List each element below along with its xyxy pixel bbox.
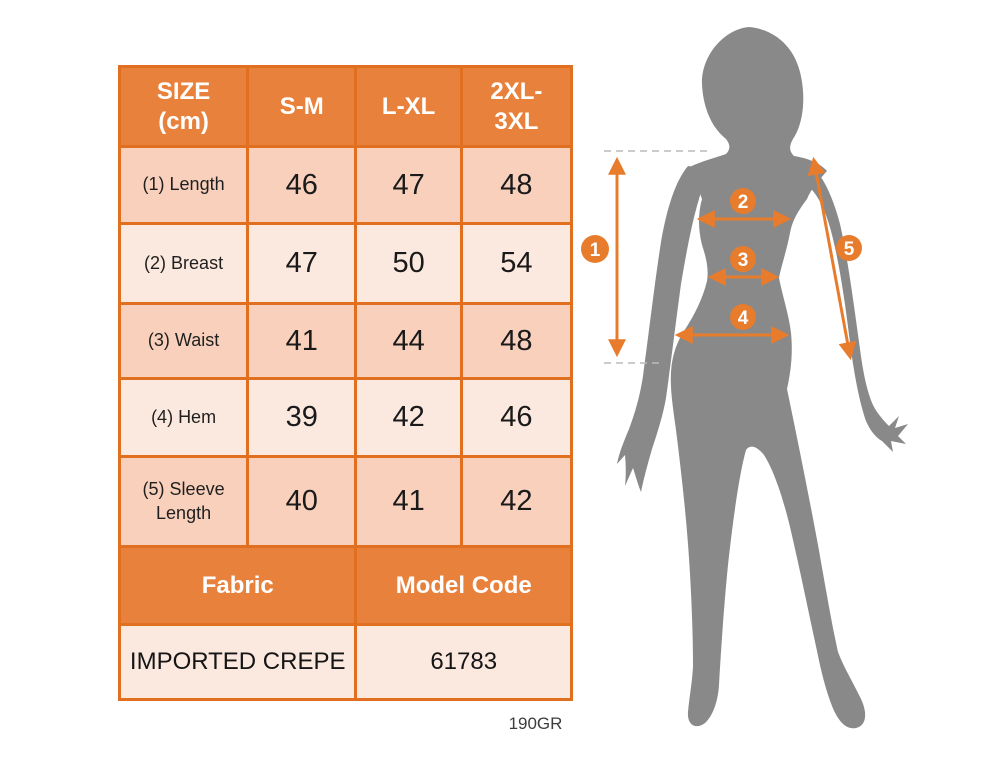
marker-2-circle [730,188,756,214]
sleeve-arrow [807,156,857,361]
value-breast-sm: 47 [249,225,355,302]
fabric-header: Fabric [121,548,355,623]
value-hem-2xl3xl: 46 [462,380,570,455]
value-waist-2xl3xl: 48 [462,305,570,377]
value-hem-lxl: 42 [357,380,460,455]
value-sleeve-lxl: 41 [357,458,460,545]
model-code-header: Model Code [357,548,570,623]
marker-3-circle [730,246,756,272]
marker-5-circle [836,235,862,261]
marker-2-number: 2 [738,192,749,213]
size-table-header-2xl3xl: 2XL-3XL [462,68,570,145]
marker-3: 3 [730,246,756,272]
value-sleeve-sm: 40 [249,458,355,545]
value-length-lxl: 47 [357,148,460,222]
marker-3-number: 3 [738,250,749,271]
marker-1-number: 1 [590,240,601,261]
size-table: SIZE (cm) S-M L-XL 2XL-3XL (1) Length 46… [118,65,573,701]
body-silhouette [670,27,866,729]
weight-footnote: 190GR [508,714,563,733]
marker-5: 5 [836,235,862,261]
right-arm-silhouette [802,161,908,452]
row-label-sleeve-length: (5) Sleeve Length [121,458,247,545]
row-label-length: (1) Length [121,148,247,222]
value-hem-sm: 39 [249,380,355,455]
marker-5-number: 5 [844,239,855,260]
left-arm-silhouette [617,166,702,492]
marker-1: 1 [581,235,609,263]
value-breast-lxl: 50 [357,225,460,302]
marker-1-circle [581,235,609,263]
value-length-2xl3xl: 48 [462,148,570,222]
marker-4-number: 4 [738,308,749,329]
marker-4: 4 [730,304,756,330]
value-sleeve-2xl3xl: 42 [462,458,570,545]
row-label-hem: (4) Hem [121,380,247,455]
value-length-sm: 46 [249,148,355,222]
model-code-value: 61783 [357,626,570,698]
value-waist-sm: 41 [249,305,355,377]
marker-4-circle [730,304,756,330]
marker-2: 2 [730,188,756,214]
value-waist-lxl: 44 [357,305,460,377]
size-table-header-lxl: L-XL [357,68,460,145]
size-table-header-size: SIZE (cm) [121,68,247,145]
size-table-header-sm: S-M [249,68,355,145]
fabric-value: IMPORTED CREPE [121,626,355,698]
row-label-breast: (2) Breast [121,225,247,302]
row-label-waist: (3) Waist [121,305,247,377]
value-breast-2xl3xl: 54 [462,225,570,302]
